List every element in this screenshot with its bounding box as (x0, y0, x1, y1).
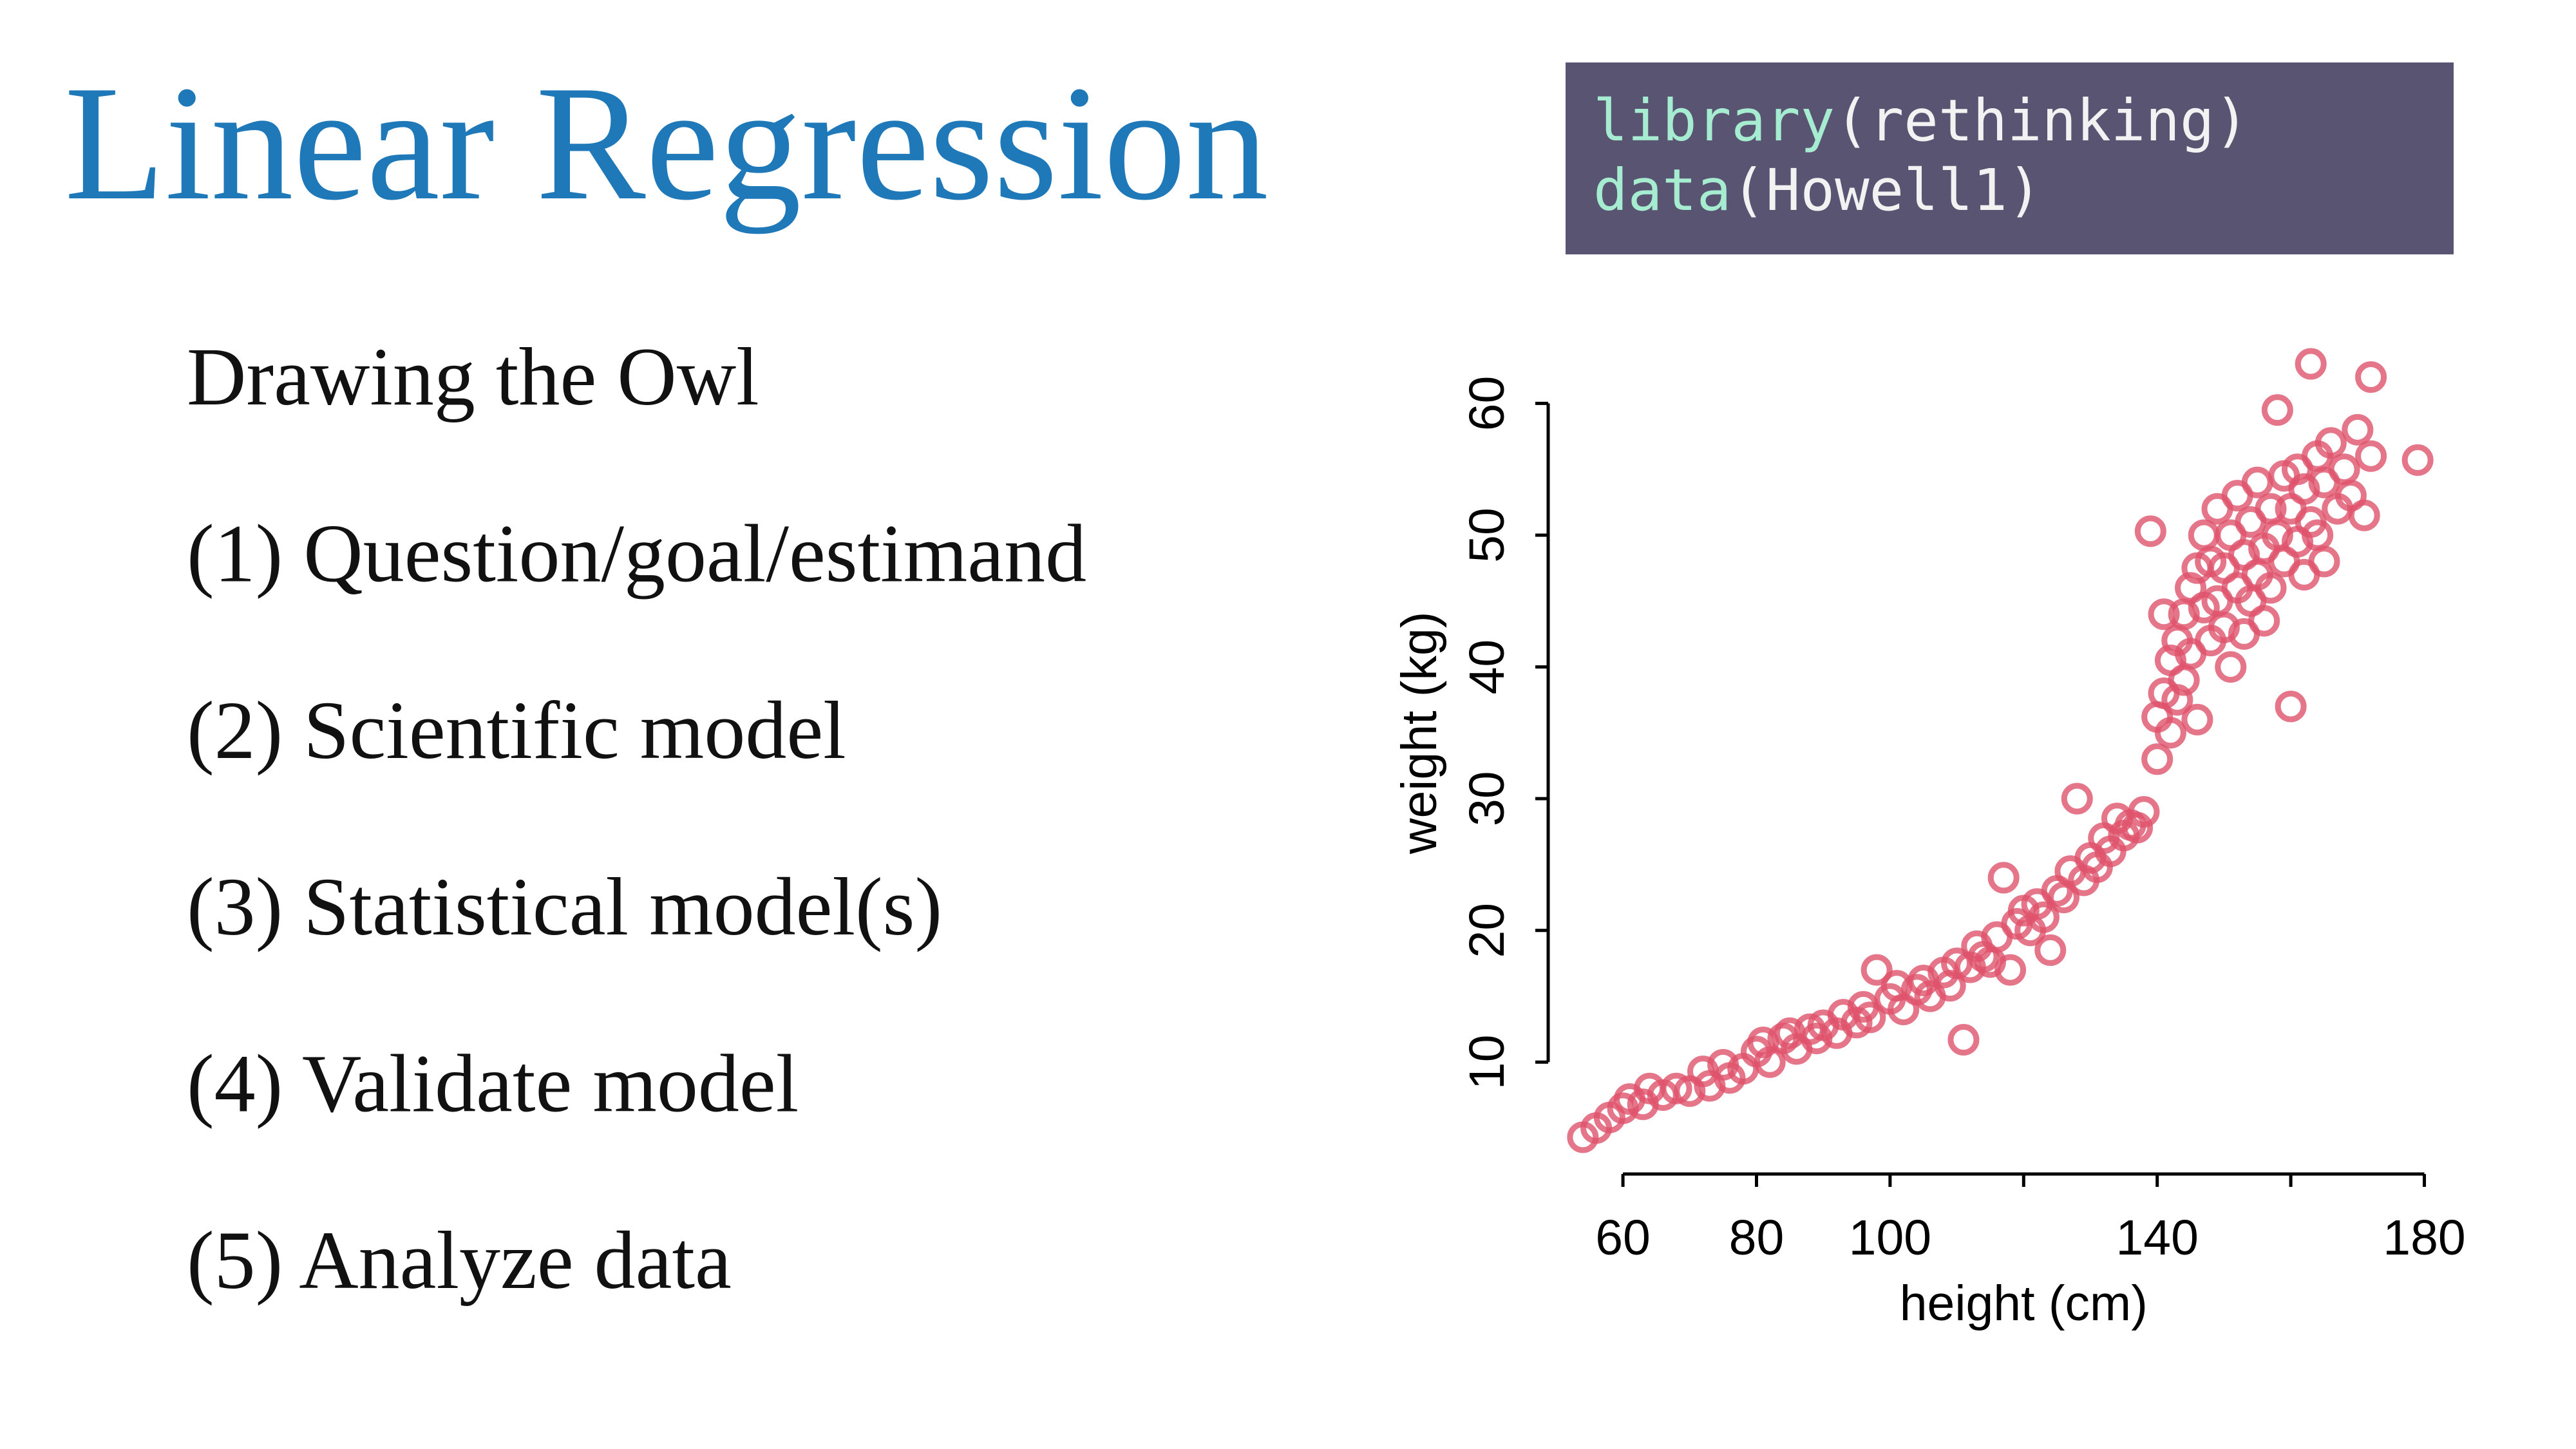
code-arg: (Howell1) (1731, 156, 2041, 223)
code-arg: (rethinking) (1835, 87, 2249, 154)
x-tick-label: 100 (1849, 1210, 1931, 1265)
code-line: data(Howell1) (1593, 156, 2042, 223)
y-tick-label: 40 (1459, 639, 1515, 695)
point (2215, 651, 2247, 683)
code-fn: library (1593, 87, 1835, 154)
code-fn: data (1593, 156, 1731, 223)
point (1861, 954, 1893, 986)
list-item: (3) Statistical model(s) (187, 861, 942, 952)
point (2208, 611, 2240, 643)
y-tick-label: 20 (1459, 903, 1515, 958)
list-item: (2) Scientific model (187, 685, 846, 776)
code-box (1566, 62, 2454, 254)
point (2315, 427, 2347, 459)
x-tick-label: 140 (2116, 1210, 2198, 1265)
point (2121, 811, 2154, 844)
point (1747, 1027, 1779, 1059)
point (2401, 444, 2434, 476)
point (2034, 934, 2067, 966)
slide-title: Linear Regression (64, 52, 1269, 234)
point (2308, 545, 2340, 578)
y-tick-label: 60 (1459, 376, 1515, 431)
point (2348, 499, 2380, 531)
point (2248, 605, 2280, 637)
y-tick-label: 30 (1459, 771, 1515, 826)
point (2355, 440, 2387, 472)
list-item: (5) Analyze data (187, 1215, 732, 1306)
y-tick-label: 10 (1459, 1034, 1515, 1090)
point (1854, 1001, 1886, 1034)
point (2255, 572, 2287, 604)
point (2027, 901, 2060, 933)
point (2128, 796, 2160, 828)
point (2288, 473, 2320, 505)
point (2161, 684, 2193, 716)
x-tick-label: 80 (1729, 1210, 1785, 1265)
point (1994, 954, 2027, 986)
code-line: library(rethinking) (1593, 87, 2249, 154)
list-item: (1) Question/goal/estimand (187, 507, 1086, 599)
x-tick-label: 60 (1595, 1210, 1651, 1265)
point (2154, 717, 2186, 749)
list-item: (4) Validate model (187, 1038, 799, 1130)
x-tick-label: 180 (2383, 1210, 2465, 1265)
point (2275, 690, 2307, 723)
point (1754, 1046, 1786, 1078)
point (2342, 413, 2374, 446)
point (2134, 515, 2166, 547)
point (1987, 862, 2020, 894)
point (2148, 598, 2180, 630)
point (2241, 466, 2273, 498)
point (2141, 743, 2174, 775)
x-axis-label: height (cm) (1900, 1276, 2148, 1331)
point (1660, 1072, 1692, 1104)
point (2328, 453, 2360, 486)
point (2295, 348, 2327, 380)
point (2355, 361, 2387, 393)
chart: 60 80 100 140 180 10 20 30 40 50 60 height (cm) weig… (1392, 348, 2466, 1331)
y-tick-label: 50 (1459, 507, 1515, 563)
point (2261, 394, 2293, 426)
y-axis-label: weight (kg) (1392, 612, 1447, 855)
point (2181, 703, 2213, 735)
list-item: Drawing the Owl (187, 331, 759, 422)
point (2188, 519, 2220, 551)
point (2061, 782, 2093, 815)
item-list: Drawing the Owl (1) Question/goal/estiman… (187, 331, 1086, 1306)
point (1947, 1024, 1980, 1056)
